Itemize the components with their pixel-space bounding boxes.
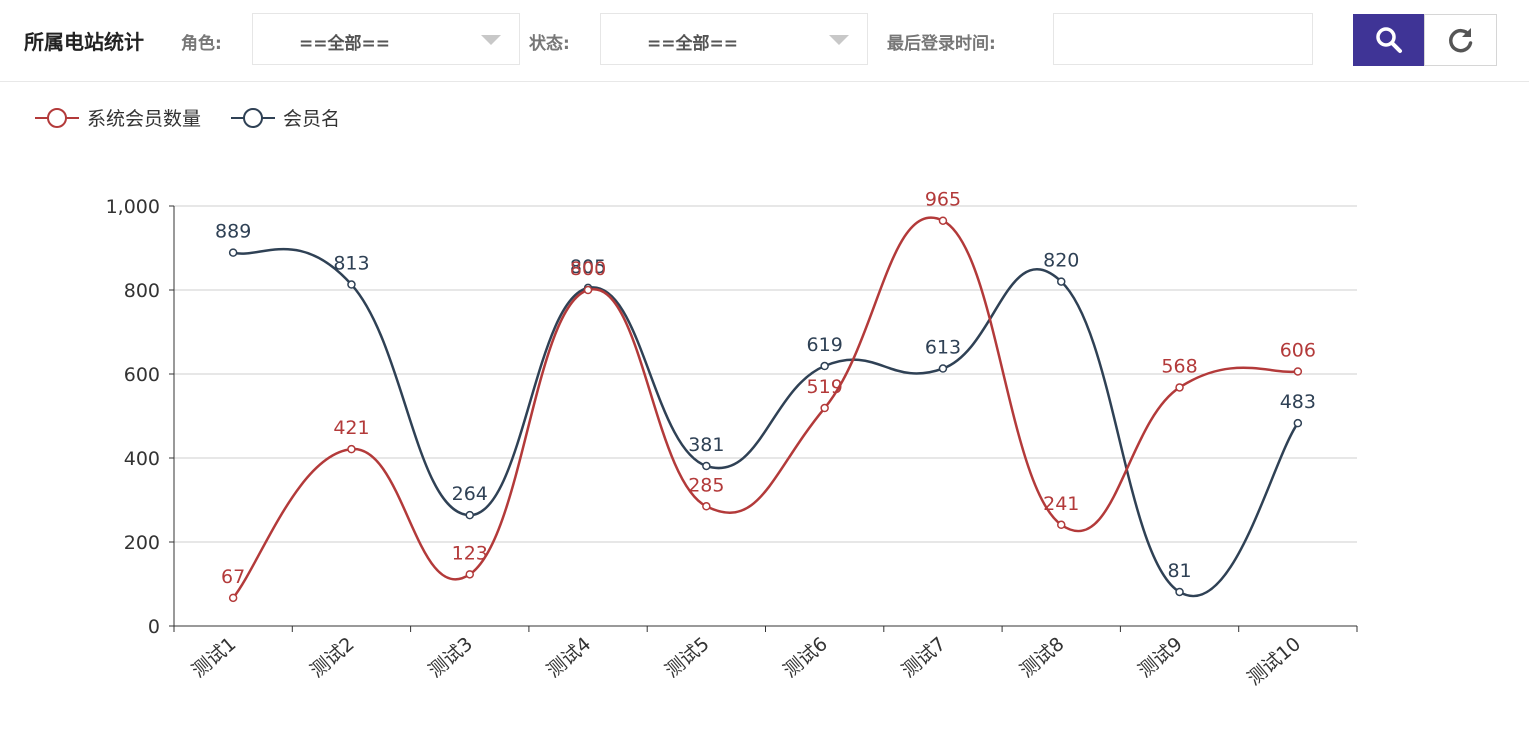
data-label: 381	[688, 434, 724, 456]
x-tick-label: 测试7	[898, 633, 951, 682]
data-point	[820, 403, 829, 413]
role-label: 角色:	[181, 34, 222, 54]
series-line	[232, 216, 1299, 599]
role-select-value: ==全部==	[299, 34, 390, 54]
x-tick-label: 测试5	[661, 633, 714, 682]
x-tick-label: 测试4	[543, 633, 596, 682]
data-point	[702, 502, 711, 511]
data-point	[702, 461, 711, 471]
search-button[interactable]	[1353, 14, 1425, 66]
data-point	[1175, 383, 1184, 392]
data-point	[820, 361, 829, 371]
legend-marker	[47, 108, 67, 128]
last-login-label: 最后登录时间:	[887, 34, 996, 54]
y-tick-label: 400	[124, 448, 160, 470]
x-tick-label: 测试10	[1243, 633, 1305, 690]
data-label: 519	[807, 376, 843, 398]
data-point	[347, 444, 356, 454]
data-point	[347, 280, 356, 289]
refresh-icon	[1448, 28, 1472, 53]
data-label: 805	[570, 256, 606, 278]
status-select[interactable]: ==全部==	[600, 13, 868, 65]
data-label: 67	[221, 566, 245, 588]
data-point	[1293, 418, 1303, 428]
data-label: 813	[333, 253, 369, 275]
data-label: 889	[215, 221, 251, 243]
data-point	[228, 593, 238, 603]
data-point	[1057, 277, 1066, 286]
data-label: 264	[452, 483, 488, 505]
data-label: 568	[1161, 355, 1197, 377]
status-select-value: ==全部==	[647, 34, 738, 54]
data-label: 606	[1280, 339, 1316, 361]
data-label: 241	[1043, 493, 1079, 515]
y-tick-label: 600	[124, 364, 160, 386]
data-label: 613	[925, 337, 961, 359]
page-title: 所属电站统计	[24, 30, 144, 54]
data-point	[583, 285, 593, 295]
data-point	[1293, 367, 1303, 376]
x-tick-label: 测试3	[424, 633, 477, 682]
x-tick-label: 测试9	[1134, 633, 1187, 682]
line-chart: 0 200 400 600 800 1,000 测试1 测试2 测试3 测试4 测试5 测试6 测试7 测…	[35, 108, 1358, 690]
search-icon	[1376, 27, 1402, 53]
legend-label: 会员名	[283, 108, 340, 130]
data-label: 81	[1167, 560, 1191, 582]
data-point	[1057, 520, 1066, 530]
data-point	[938, 216, 948, 225]
x-tick-label: 测试6	[779, 633, 832, 682]
data-label: 619	[807, 334, 843, 356]
data-label: 820	[1043, 250, 1079, 272]
x-tick-label: 测试2	[306, 633, 359, 682]
series-line	[232, 247, 1299, 597]
refresh-button[interactable]	[1424, 14, 1497, 66]
y-tick-label: 0	[148, 616, 160, 638]
chevron-down-icon	[829, 35, 849, 45]
legend-marker	[243, 108, 263, 128]
last-login-input[interactable]	[1053, 13, 1313, 65]
role-select[interactable]: ==全部==	[252, 13, 520, 65]
data-label: 965	[925, 189, 961, 211]
data-point	[465, 510, 474, 520]
data-point	[228, 248, 238, 257]
data-label: 285	[688, 474, 724, 496]
y-tick-label: 800	[124, 280, 160, 302]
status-label: 状态:	[529, 34, 570, 54]
data-label: 800	[570, 258, 606, 280]
data-point	[938, 364, 948, 373]
x-tick-label: 测试1	[188, 633, 241, 682]
y-tick-label: 200	[124, 532, 160, 554]
filter-toolbar: 所属电站统计 角色: ==全部== 状态: ==全部== 最后登录时间:	[0, 0, 1529, 82]
x-tick-label: 测试8	[1016, 633, 1069, 682]
data-label: 123	[452, 542, 488, 564]
legend-label: 系统会员数量	[87, 108, 201, 130]
data-label: 421	[333, 417, 369, 439]
chevron-down-icon	[481, 35, 501, 45]
y-tick-label: 1,000	[106, 196, 160, 218]
data-point	[465, 570, 474, 579]
data-point	[1175, 587, 1184, 597]
data-label: 483	[1280, 391, 1316, 413]
